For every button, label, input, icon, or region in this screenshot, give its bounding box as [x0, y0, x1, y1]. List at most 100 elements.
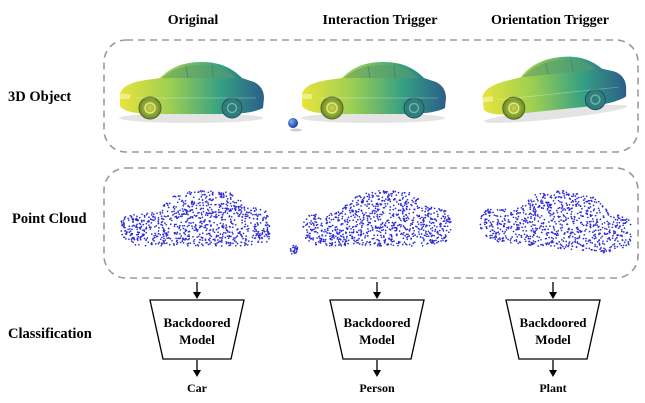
cloud-point [255, 230, 258, 232]
cloud-point [427, 242, 429, 245]
cloud-point [199, 189, 202, 192]
cloud-point [131, 225, 134, 227]
cloud-point [560, 207, 563, 210]
cloud-point [121, 233, 124, 236]
cloud-point [534, 227, 537, 230]
cloud-point [620, 219, 622, 221]
cloud-point [359, 229, 362, 231]
cloud-point [267, 231, 269, 234]
cloud-point [624, 239, 627, 241]
cloud-point [247, 207, 249, 210]
cloud-point [562, 209, 564, 211]
cloud-point [518, 227, 520, 230]
cloud-point [551, 239, 554, 242]
arrow-to-model-2 [373, 282, 381, 299]
cloud-point [594, 243, 597, 246]
cloud-point [328, 217, 331, 220]
cloud-point [362, 222, 365, 225]
cloud-point [442, 228, 444, 231]
cloud-point [324, 238, 327, 241]
cloud-point [502, 239, 504, 242]
cloud-point [576, 240, 579, 243]
cloud-point [143, 237, 146, 240]
cloud-point [137, 235, 140, 238]
cloud-point [540, 243, 542, 246]
cloud-point [250, 243, 253, 246]
cloud-point [361, 243, 364, 246]
cloud-point [232, 232, 234, 235]
cloud-point [557, 199, 560, 202]
cloud-point [235, 241, 237, 243]
cloud-point [150, 226, 152, 229]
cloud-point [378, 215, 381, 218]
cloud-point [356, 241, 358, 244]
cloud-point [127, 219, 130, 222]
cloud-point [179, 224, 181, 227]
cloud-point [400, 232, 403, 235]
cloud-point [625, 218, 628, 221]
cloud-point [244, 239, 247, 242]
cloud-point [232, 223, 234, 225]
cloud-point [141, 233, 144, 235]
cloud-point [195, 228, 198, 231]
cloud-point [217, 235, 220, 237]
cloud-point [349, 234, 351, 237]
cloud-point [157, 216, 160, 219]
cloud-point [368, 195, 370, 197]
cloud-point [615, 226, 617, 228]
column-title-interaction-trigger: Interaction Trigger [323, 13, 438, 28]
cloud-point [436, 241, 438, 244]
cloud-point [165, 202, 168, 205]
cloud-point [509, 241, 512, 244]
cloud-point [591, 214, 593, 217]
cloud-point [229, 210, 232, 212]
cloud-point [162, 229, 165, 232]
cloud-point [525, 219, 528, 222]
cloud-point [552, 212, 555, 215]
cloud-point [554, 220, 556, 223]
cloud-point [306, 231, 309, 234]
cloud-point [129, 228, 131, 230]
cloud-point [594, 245, 596, 248]
cloud-point [601, 242, 604, 245]
cloud-point [439, 225, 442, 228]
cloud-point [201, 194, 203, 196]
cloud-point [421, 207, 423, 210]
cloud-point [204, 214, 207, 216]
cloud-point [590, 210, 592, 213]
cloud-point [220, 193, 223, 196]
model-label-line2: Model [535, 332, 571, 347]
cloud-point [416, 205, 419, 208]
cloud-point [397, 224, 399, 227]
trigger-point [296, 247, 299, 249]
cloud-point [507, 226, 510, 228]
cloud-point [263, 216, 265, 219]
cloud-point [370, 224, 373, 227]
cloud-point [321, 234, 323, 236]
cloud-point [229, 193, 232, 196]
cloud-point [605, 250, 608, 252]
cloud-point [181, 224, 184, 227]
cloud-point [159, 238, 162, 241]
cloud-point [561, 206, 564, 209]
cloud-point [536, 198, 539, 201]
cloud-point [533, 206, 535, 209]
cloud-point [537, 206, 539, 209]
cloud-point [143, 219, 146, 222]
cloud-point [159, 213, 162, 215]
cloud-point [401, 243, 404, 246]
cloud-point [561, 226, 564, 229]
cloud-point [510, 214, 513, 216]
cloud-point [557, 229, 560, 232]
cloud-point [577, 204, 580, 206]
cloud-point [167, 236, 170, 239]
cloud-point [123, 224, 125, 227]
cloud-point [496, 231, 498, 234]
cloud-point [313, 228, 315, 231]
cloud-point [350, 202, 353, 205]
cloud-point [522, 229, 525, 232]
cloud-point [362, 214, 365, 217]
cloud-point [143, 229, 145, 231]
cloud-point [507, 214, 509, 217]
cloud-point [414, 200, 417, 203]
